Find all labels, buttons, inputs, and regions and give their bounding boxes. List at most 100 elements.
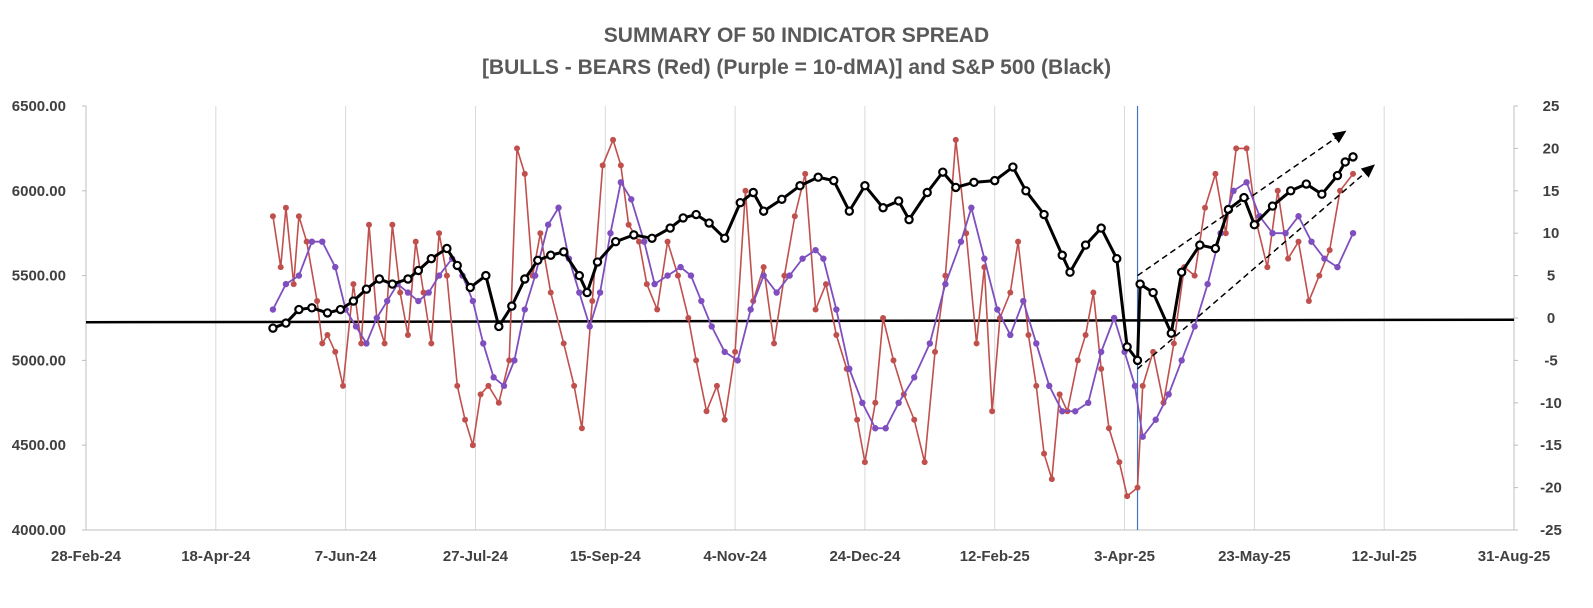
data-point-sp500 — [904, 214, 914, 225]
data-point-ma10 — [1243, 179, 1250, 186]
y-right-tick-label: 5 — [1547, 268, 1555, 285]
data-point-spread — [314, 298, 321, 305]
data-point-ma10 — [812, 246, 819, 254]
data-point-ma10 — [721, 348, 728, 356]
data-point-spread — [1116, 459, 1123, 466]
data-point-sp500 — [592, 257, 603, 267]
data-point-sp500 — [1176, 267, 1187, 277]
data-point-ma10 — [1131, 382, 1139, 390]
data-point-sp500 — [1008, 162, 1018, 172]
x-tick-label: 4-Nov-24 — [703, 548, 767, 565]
data-point-spread — [674, 272, 681, 279]
data-point-ma10 — [586, 323, 593, 330]
data-point-sp500 — [829, 175, 839, 186]
data-point-spread — [350, 281, 357, 288]
data-point-ma10 — [282, 280, 290, 288]
data-point-sp500 — [1122, 342, 1132, 352]
data-point-spread — [589, 298, 596, 305]
data-point-spread — [358, 340, 365, 347]
data-point-spread — [1170, 340, 1177, 347]
data-point-sp500 — [777, 194, 787, 204]
y-left-tick-label: 6500.00 — [12, 98, 66, 115]
data-point-sp500 — [348, 296, 359, 306]
data-point-sp500 — [574, 270, 585, 281]
y-left-tick-label: 4000.00 — [12, 522, 66, 539]
data-point-spread — [521, 170, 528, 177]
data-point-sp500 — [452, 260, 462, 271]
data-point-spread — [664, 238, 671, 245]
data-point-ma10 — [708, 323, 715, 330]
data-point-ma10 — [352, 323, 360, 330]
data-point-spread — [1285, 255, 1292, 262]
data-point-sp500 — [1080, 240, 1091, 250]
data-point-spread — [973, 340, 980, 347]
data-point-sp500 — [735, 197, 745, 208]
data-point-sp500 — [1148, 287, 1158, 298]
data-point-spread — [872, 399, 879, 406]
x-tick-label: 3-Apr-25 — [1094, 548, 1155, 565]
x-tick-label: 31-Aug-25 — [1478, 548, 1551, 565]
data-point-spread — [269, 213, 276, 220]
data-point-sp500 — [494, 321, 504, 332]
data-point-spread — [760, 264, 767, 271]
data-point-sp500 — [520, 274, 530, 284]
data-point-sp500 — [704, 218, 714, 228]
data-point-sp500 — [1195, 240, 1205, 250]
data-point-sp500 — [1332, 170, 1343, 181]
x-tick-label: 24-Dec-24 — [829, 548, 901, 565]
data-point-spread — [599, 162, 606, 169]
data-point-spread — [495, 399, 502, 406]
data-point-sp500 — [1021, 186, 1031, 196]
data-point-ma10 — [425, 289, 432, 296]
data-point-sp500 — [268, 323, 278, 333]
data-point-ma10 — [1308, 238, 1315, 245]
x-tick-label: 7-Jun-24 — [315, 548, 377, 565]
data-point-ma10 — [383, 297, 391, 305]
data-point-ma10 — [942, 280, 949, 288]
data-point-ma10 — [833, 306, 840, 313]
data-point-ma10 — [799, 255, 806, 262]
data-point-spread — [366, 221, 373, 228]
data-point-sp500 — [878, 203, 888, 213]
data-point-spread — [571, 382, 578, 389]
data-point-sp500 — [813, 172, 823, 182]
data-point-ma10 — [882, 425, 889, 432]
data-point-sp500 — [1057, 250, 1067, 260]
data-point-sp500 — [647, 233, 657, 243]
data-point-spread — [942, 272, 949, 279]
data-point-sp500 — [1135, 279, 1145, 289]
data-point-sp500 — [1065, 267, 1075, 277]
data-point-sp500 — [281, 318, 291, 328]
data-point-sp500 — [610, 236, 621, 247]
data-point-sp500 — [387, 279, 398, 289]
data-point-spread — [420, 289, 427, 296]
data-point-spread — [1025, 331, 1032, 338]
y-right-tick-label: -20 — [1540, 480, 1562, 497]
y-right-tick-label: -10 — [1540, 395, 1562, 412]
data-point-spread — [1098, 365, 1105, 372]
zero-reference-line — [85, 318, 1515, 324]
data-point-ma10 — [760, 272, 767, 279]
data-point-spread — [1105, 425, 1112, 432]
data-point-ma10 — [1178, 357, 1185, 364]
y-left-tick-label: 6000.00 — [12, 183, 66, 200]
y-right-tick-label: 10 — [1543, 225, 1560, 242]
data-point-spread — [1305, 298, 1312, 305]
data-point-sp500 — [678, 213, 688, 223]
data-point-ma10 — [981, 255, 988, 262]
data-point-sp500 — [990, 175, 1000, 186]
y-right-tick-label: 20 — [1543, 140, 1560, 157]
data-point-ma10 — [1191, 323, 1198, 330]
data-point-spread — [1222, 230, 1229, 237]
data-point-sp500 — [426, 253, 437, 264]
data-point-spread — [1295, 238, 1302, 245]
data-point-ma10 — [846, 365, 853, 373]
data-point-sp500 — [758, 206, 769, 216]
data-point-spread — [1191, 272, 1198, 279]
data-point-spread — [625, 221, 632, 228]
data-point-spread — [578, 425, 585, 432]
data-point-spread — [880, 315, 887, 321]
data-point-ma10 — [332, 263, 339, 271]
data-point-spread — [1134, 484, 1141, 491]
data-point-spread — [389, 221, 396, 228]
